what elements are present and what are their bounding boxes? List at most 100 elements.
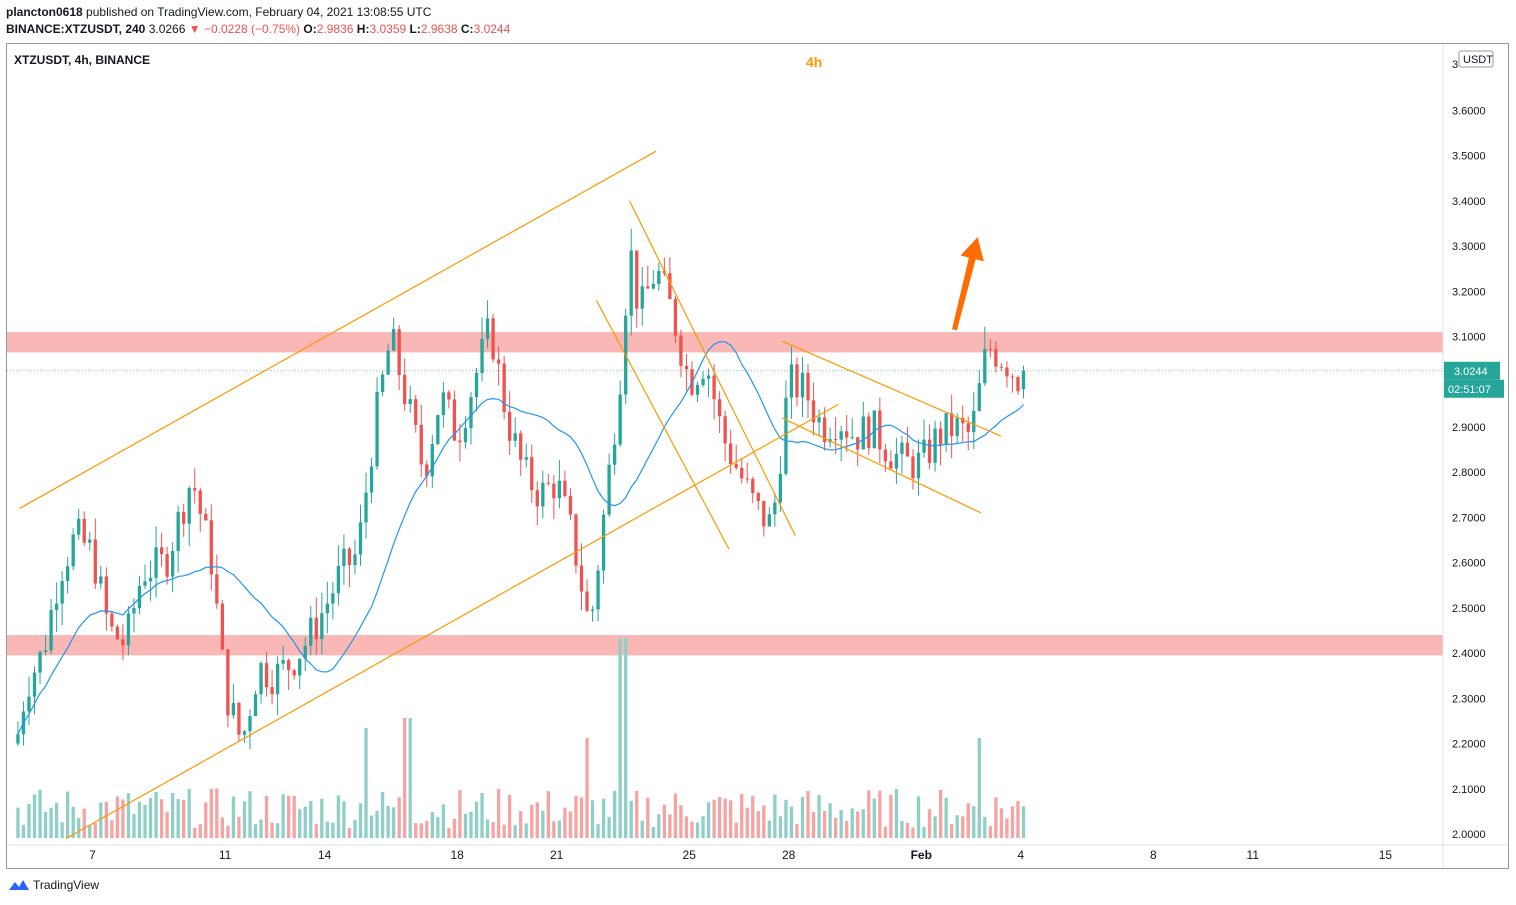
candle-body: [955, 417, 959, 437]
candle-body: [568, 495, 573, 515]
volume-bar: [386, 805, 390, 838]
volume-bar: [342, 801, 346, 838]
volume-bar: [784, 799, 788, 838]
volume-bar: [767, 820, 771, 838]
candle-body: [524, 457, 528, 460]
chart-frame[interactable]: [6, 43, 1509, 869]
volume-bar: [806, 791, 810, 838]
volume-bar: [93, 823, 97, 838]
volume-bar: [889, 794, 893, 838]
volume-bar: [585, 738, 589, 838]
candle-body: [154, 547, 158, 578]
pennant-lower-line: [781, 417, 982, 514]
volume-bar: [82, 808, 86, 838]
volume-bar: [878, 790, 882, 838]
candle-body: [369, 466, 374, 493]
volume-bar: [579, 797, 584, 838]
volume-bar: [419, 823, 423, 838]
volume-bar: [397, 797, 401, 838]
candle-body: [508, 412, 512, 441]
volume-bar: [955, 815, 959, 838]
header-bar: plancton0618 published on TradingView.co…: [0, 0, 1516, 40]
candle-body: [845, 431, 849, 438]
wedge-lower-line: [595, 300, 730, 550]
volume-bar: [894, 789, 899, 838]
volume-bar: [568, 811, 573, 838]
candle-body: [922, 439, 926, 453]
x-tick-label: 11: [1247, 848, 1260, 862]
x-tick-label: 4: [1017, 848, 1024, 862]
volume-bar: [745, 807, 749, 838]
volume-bar: [861, 809, 865, 838]
candle-body: [474, 373, 479, 398]
volume-bar: [773, 794, 777, 838]
candle-body: [806, 372, 810, 401]
y-tick-label: 3.3000: [1452, 241, 1486, 253]
y-tick-label: 2.1000: [1452, 784, 1486, 796]
username[interactable]: plancton0618: [6, 5, 83, 19]
candle-body: [673, 299, 678, 336]
volume-bar: [292, 795, 296, 838]
symbol-label: BINANCE:XTZUSDT, 240: [6, 22, 146, 36]
footer-brand[interactable]: TradingView: [8, 877, 99, 897]
candle-body: [496, 359, 501, 364]
candle-body: [861, 416, 865, 450]
moving-average-line: [17, 341, 1024, 735]
candle-body: [646, 286, 650, 289]
candle-body: [353, 554, 357, 566]
candle-body: [607, 464, 611, 515]
y-tick-label: 2.2000: [1452, 739, 1486, 751]
volume-bar: [850, 808, 854, 838]
volume-bar: [867, 790, 871, 838]
candle-body: [38, 651, 42, 673]
candle-body: [380, 374, 385, 392]
volume-bar: [541, 810, 545, 838]
candle-body: [574, 514, 578, 566]
volume-bar: [701, 816, 705, 838]
volume-bar: [712, 799, 716, 838]
candle-body: [927, 439, 932, 463]
candle-body: [778, 473, 783, 503]
candle-body: [303, 645, 307, 659]
volume-bar: [469, 811, 473, 838]
volume-bar: [933, 816, 937, 838]
candle-body: [988, 348, 992, 350]
candle-body: [651, 284, 655, 289]
candle-body: [408, 399, 412, 404]
candle-body: [601, 514, 606, 571]
candle-body: [944, 413, 948, 445]
candle-body: [883, 449, 888, 462]
candle-body: [66, 566, 70, 582]
price-label-box: [1444, 361, 1500, 380]
candle-body: [491, 318, 495, 360]
candle-body: [314, 617, 318, 640]
volume-bar: [452, 818, 457, 838]
candle-body: [629, 250, 633, 316]
publish-text: published on TradingView.com, February 0…: [86, 5, 432, 19]
candle-body: [215, 574, 219, 604]
volume-bar: [988, 826, 992, 838]
candle-body: [1010, 376, 1015, 378]
candle-body: [894, 453, 899, 469]
x-tick-label: 28: [782, 848, 796, 862]
candle-body: [358, 522, 363, 555]
candle-body: [143, 581, 147, 586]
candle-body: [287, 660, 291, 671]
candle-body: [535, 490, 539, 507]
wedge-upper-line: [629, 200, 796, 536]
volume-bar: [369, 815, 374, 838]
candle-body: [325, 603, 329, 614]
volume-bar: [828, 803, 832, 838]
volume-bar: [856, 811, 860, 838]
volume-bar: [27, 803, 31, 838]
y-tick-label: 3.1000: [1452, 332, 1486, 344]
volume-bar: [496, 789, 501, 838]
volume-bar: [535, 802, 539, 838]
volume-bar: [60, 822, 64, 838]
x-tick-label: 15: [1379, 848, 1393, 862]
candle-body: [253, 694, 258, 717]
volume-bar: [364, 728, 368, 838]
candle-body: [458, 440, 462, 443]
volume-bar: [491, 822, 495, 838]
